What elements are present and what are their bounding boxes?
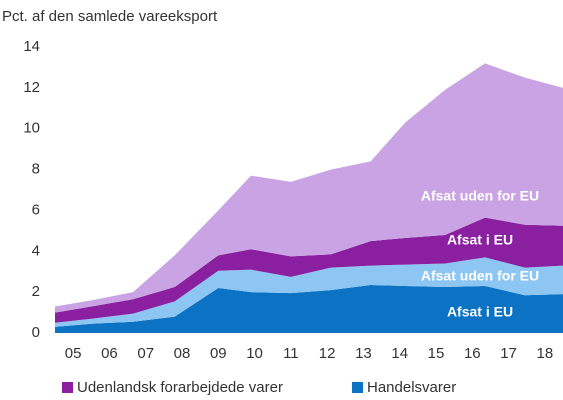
- x-tick-label: 15: [428, 345, 445, 362]
- x-tick-label: 11: [283, 345, 299, 362]
- y-tick-label: 8: [32, 161, 40, 178]
- y-tick-label: 4: [32, 242, 40, 259]
- x-tick-label: 17: [500, 345, 517, 362]
- x-tick-label: 08: [174, 345, 191, 362]
- area: [55, 63, 563, 313]
- y-tick-label: 0: [32, 324, 40, 341]
- series-label: Afsat i EU: [447, 232, 513, 248]
- legend-label: Handelsvarer: [367, 379, 456, 396]
- area: [55, 257, 563, 327]
- series-label: Afsat uden for EU: [421, 268, 539, 284]
- y-tick-label: 14: [23, 38, 40, 55]
- x-tick-label: 18: [537, 345, 554, 362]
- x-tick-label: 13: [355, 345, 372, 362]
- x-tick-label: 12: [319, 345, 336, 362]
- x-tick-label: 07: [137, 345, 154, 362]
- x-tick-label: 05: [65, 345, 82, 362]
- x-tick-label: 09: [210, 345, 227, 362]
- x-tick-label: 10: [246, 345, 263, 362]
- x-tick-label: 14: [391, 345, 408, 362]
- area: [55, 217, 563, 323]
- y-tick-label: 10: [23, 120, 40, 137]
- legend-label: Udenlandsk forarbejdede varer: [77, 379, 283, 396]
- area: [55, 284, 563, 333]
- x-tick-label: 16: [464, 345, 481, 362]
- legend-swatch: [62, 382, 73, 393]
- y-tick-label: 12: [23, 79, 40, 96]
- series-label: Afsat i EU: [447, 304, 513, 320]
- y-tick-label: 2: [32, 283, 40, 300]
- series-label: Afsat uden for EU: [421, 188, 539, 204]
- y-tick-label: 6: [32, 201, 40, 218]
- x-tick-label: 06: [101, 345, 118, 362]
- legend-swatch: [352, 382, 363, 393]
- chart-title: Pct. af den samlede vareeksport: [2, 8, 218, 25]
